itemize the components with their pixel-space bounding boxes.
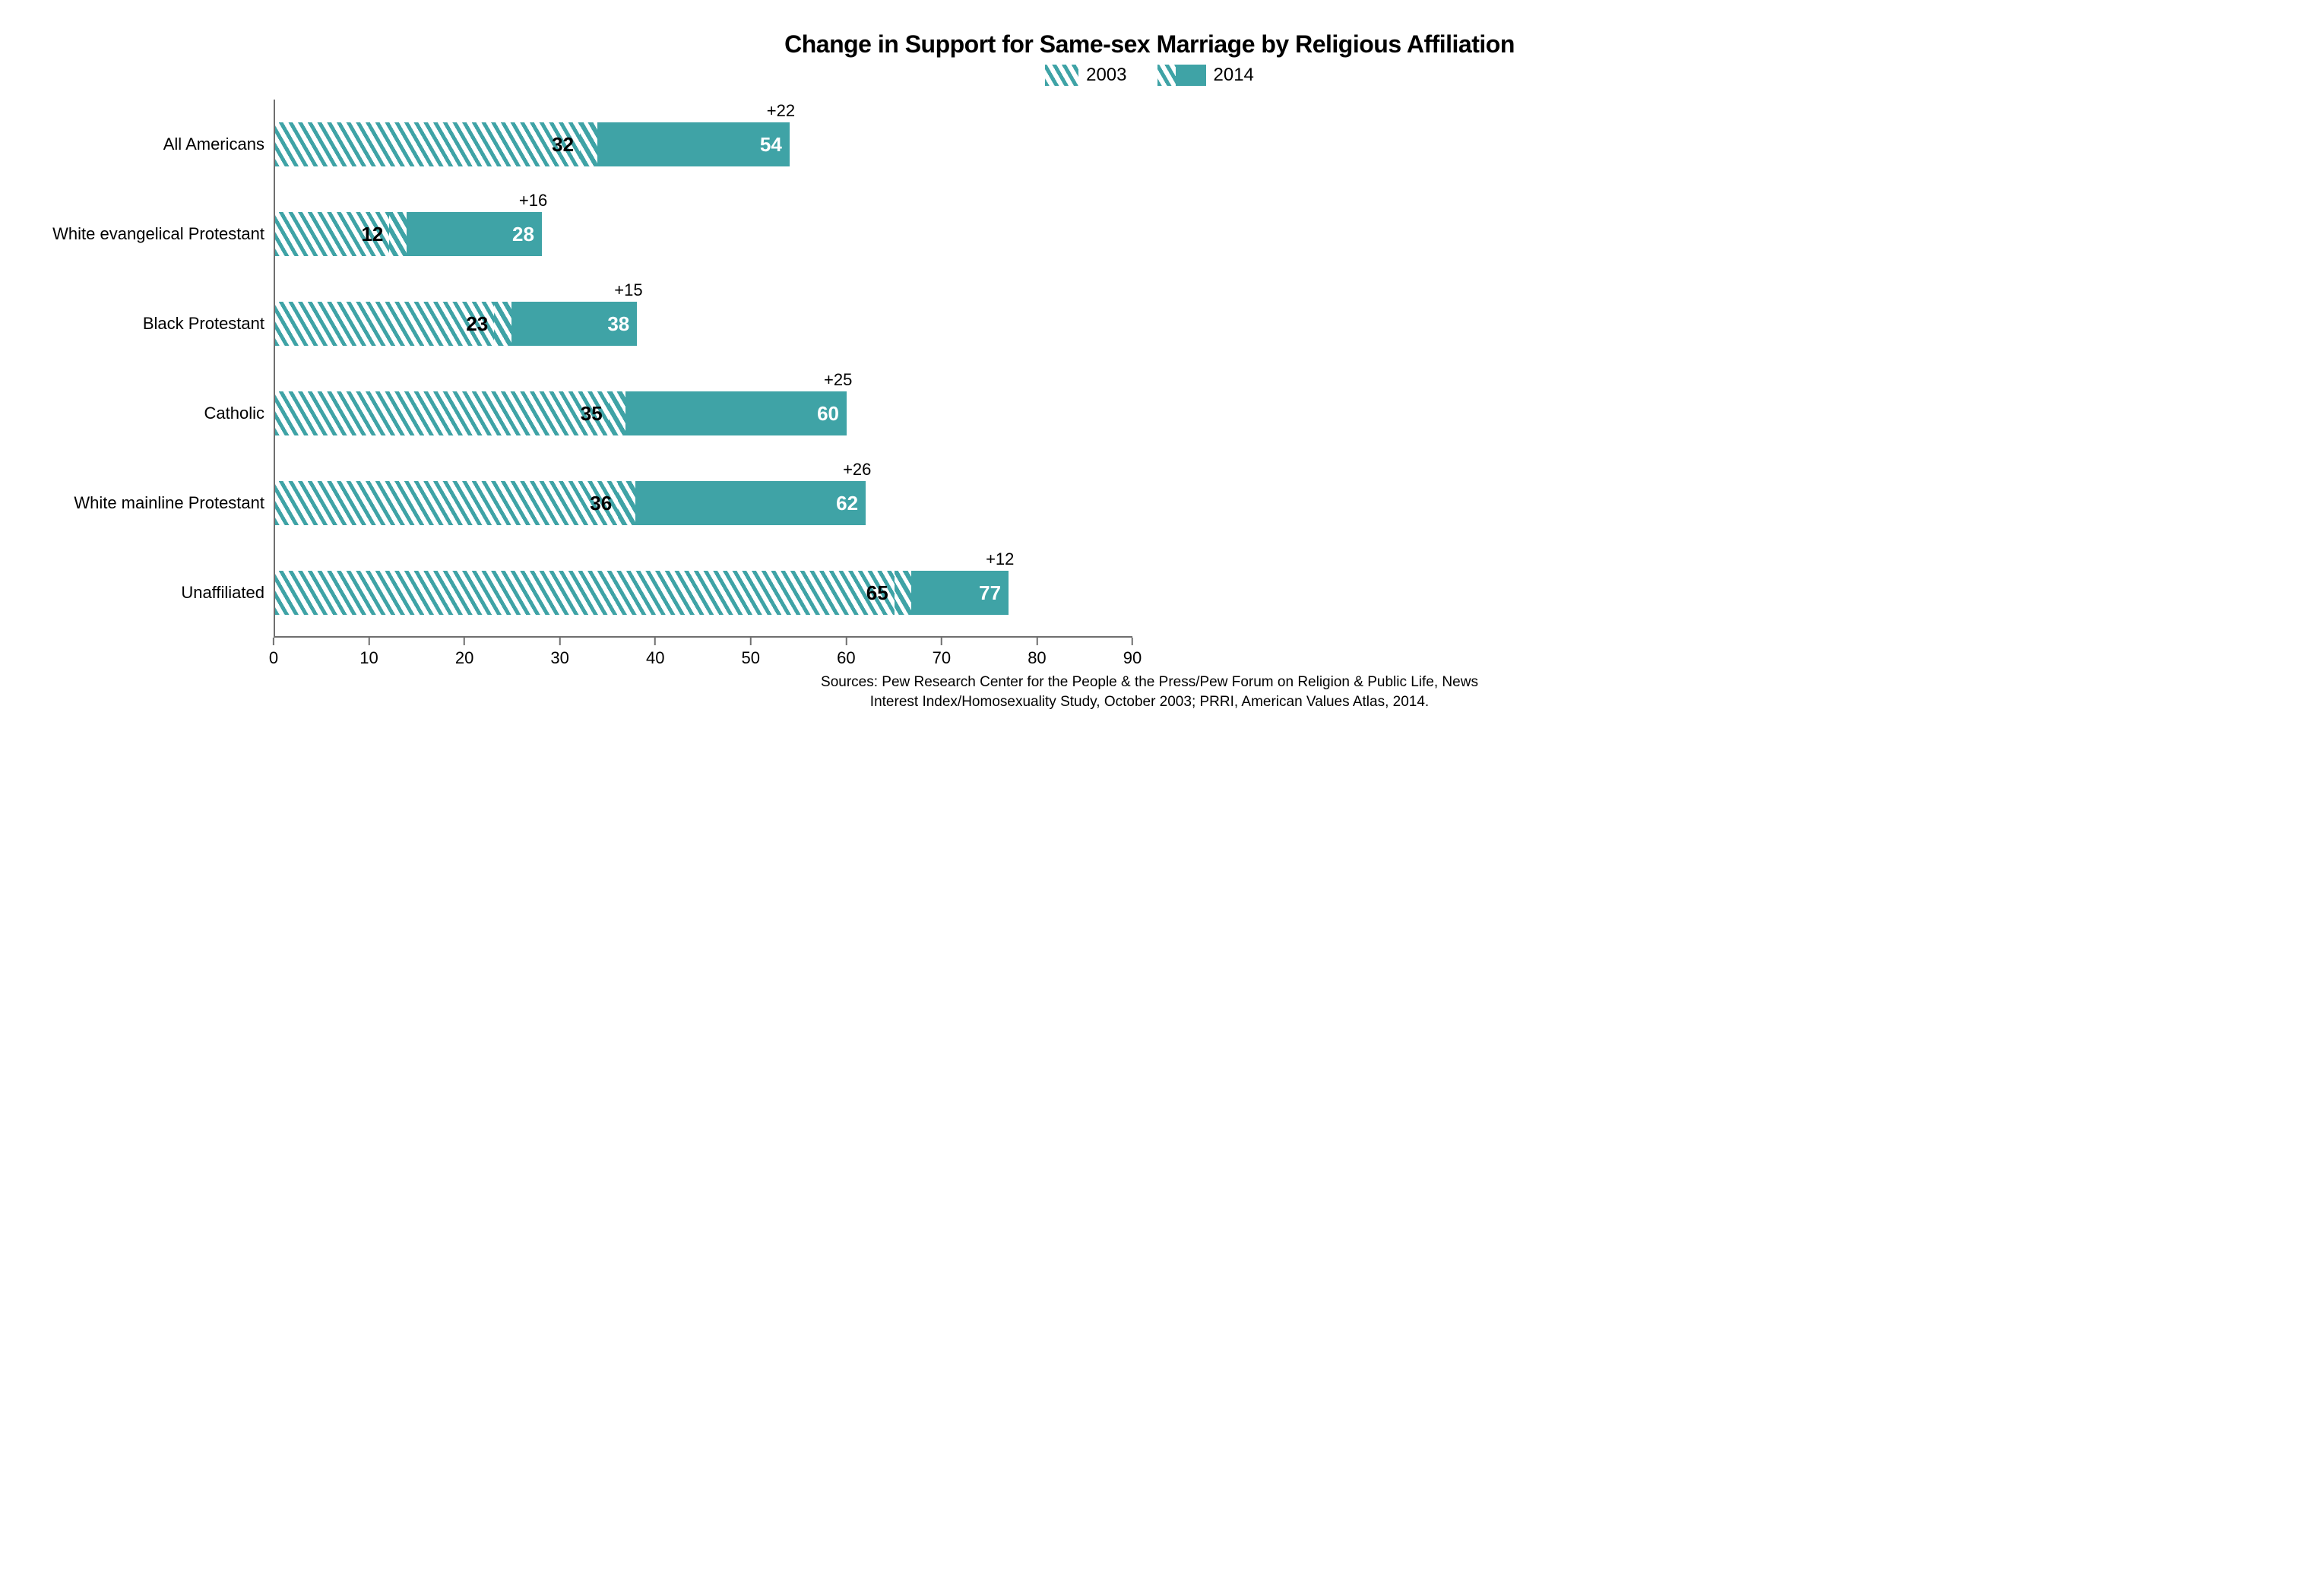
y-label: Black Protestant (46, 279, 264, 369)
bar-row: 28 12 +16 (275, 189, 1132, 279)
x-tick: 90 (1123, 638, 1142, 668)
x-tick-mark (845, 638, 847, 645)
x-tick-label: 80 (1028, 648, 1046, 668)
bar-row: 38 23 +15 (275, 279, 1132, 369)
bar-2014: 77 (895, 571, 1009, 615)
bar-2003 (275, 122, 580, 166)
x-tick-label: 40 (646, 648, 664, 668)
bars-outer: 54 32 +22 28 12 +16 38 23 +15 60 35 +25 62 36 +26 77 65 +… (274, 100, 1132, 668)
bar-row: 62 36 +26 (275, 458, 1132, 548)
x-tick-mark (941, 638, 942, 645)
value-2003: 35 (581, 402, 604, 426)
bars-region: 54 32 +22 28 12 +16 38 23 +15 60 35 +25 62 36 +26 77 65 +… (274, 100, 1132, 638)
y-label: White evangelical Protestant (46, 189, 264, 279)
bar-2003 (275, 302, 494, 346)
diff-label: +22 (767, 101, 795, 121)
y-label: White mainline Protestant (46, 458, 264, 548)
bar-2003 (275, 391, 609, 435)
value-2014: 77 (979, 581, 1009, 605)
x-tick: 30 (550, 638, 568, 668)
legend-item-2014: 2014 (1157, 65, 1254, 86)
value-2003: 36 (590, 492, 613, 515)
bar-2014: 60 (609, 391, 847, 435)
x-tick-label: 30 (550, 648, 568, 668)
bar-2003 (275, 571, 895, 615)
bar-2014: 54 (580, 122, 790, 166)
y-label: Unaffiliated (46, 548, 264, 638)
y-label: All Americans (46, 100, 264, 189)
value-2003: 12 (361, 223, 385, 246)
source-note: Sources: Pew Research Center for the Peo… (46, 673, 2253, 711)
diff-label: +16 (519, 191, 547, 211)
value-2014: 60 (817, 402, 847, 426)
x-tick-mark (750, 638, 752, 645)
value-2014: 28 (512, 223, 542, 246)
bar-2014: 62 (618, 481, 866, 525)
value-2014: 38 (607, 312, 637, 336)
x-tick-mark (273, 638, 274, 645)
x-tick: 0 (269, 638, 278, 668)
x-tick-mark (654, 638, 656, 645)
legend-swatch-2003 (1045, 65, 1078, 86)
legend-label-2014: 2014 (1214, 65, 1254, 86)
legend-swatch-2014 (1157, 65, 1206, 86)
value-2003: 23 (466, 312, 489, 336)
bar-2014: 28 (389, 212, 542, 256)
diff-label: +26 (843, 460, 871, 480)
value-2014: 54 (760, 133, 790, 157)
bar-2003 (275, 481, 618, 525)
chart-container: Change in Support for Same-sex Marriage … (0, 0, 2299, 734)
x-tick-label: 50 (742, 648, 760, 668)
value-2003: 32 (552, 133, 575, 157)
y-label: Catholic (46, 369, 264, 458)
x-axis: 0102030405060708090 (274, 638, 1132, 668)
x-tick-mark (1036, 638, 1037, 645)
x-tick-label: 90 (1123, 648, 1142, 668)
bar-row: 77 65 +12 (275, 548, 1132, 638)
diff-label: +12 (986, 549, 1014, 569)
bar-2014: 38 (494, 302, 637, 346)
x-tick-label: 20 (455, 648, 473, 668)
x-tick: 60 (837, 638, 855, 668)
legend-label-2003: 2003 (1086, 65, 1126, 86)
x-tick-mark (559, 638, 561, 645)
x-tick-label: 70 (933, 648, 951, 668)
x-tick: 20 (455, 638, 473, 668)
x-tick: 10 (359, 638, 378, 668)
x-tick-label: 0 (269, 648, 278, 668)
x-tick-label: 10 (359, 648, 378, 668)
diff-label: +25 (824, 370, 852, 390)
plot-area: All AmericansWhite evangelical Protestan… (46, 100, 2253, 668)
bar-row: 60 35 +25 (275, 369, 1132, 458)
bar-row: 54 32 +22 (275, 100, 1132, 189)
x-tick: 80 (1028, 638, 1046, 668)
x-tick-mark (369, 638, 370, 645)
value-2014: 62 (836, 492, 866, 515)
chart-title: Change in Support for Same-sex Marriage … (46, 30, 2253, 59)
x-tick-mark (464, 638, 465, 645)
value-2003: 65 (866, 581, 890, 605)
x-tick: 70 (933, 638, 951, 668)
x-tick-mark (1132, 638, 1133, 645)
legend-item-2003: 2003 (1045, 65, 1126, 86)
diff-label: +15 (614, 280, 642, 300)
x-tick-label: 60 (837, 648, 855, 668)
x-tick: 40 (646, 638, 664, 668)
legend: 2003 2014 (46, 65, 2253, 86)
y-axis-labels: All AmericansWhite evangelical Protestan… (46, 100, 274, 638)
x-tick: 50 (742, 638, 760, 668)
